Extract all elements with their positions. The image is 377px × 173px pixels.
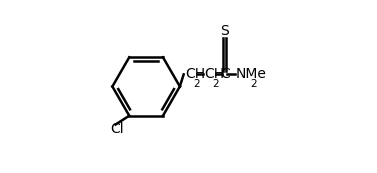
Text: S: S <box>221 24 229 38</box>
Text: Cl: Cl <box>111 122 124 136</box>
Text: 2: 2 <box>250 79 257 89</box>
Text: C: C <box>220 67 230 81</box>
Text: NMe: NMe <box>236 67 267 81</box>
Text: 2: 2 <box>193 79 200 89</box>
Text: CH: CH <box>204 67 224 81</box>
Text: CH: CH <box>185 67 205 81</box>
Text: 2: 2 <box>212 79 219 89</box>
